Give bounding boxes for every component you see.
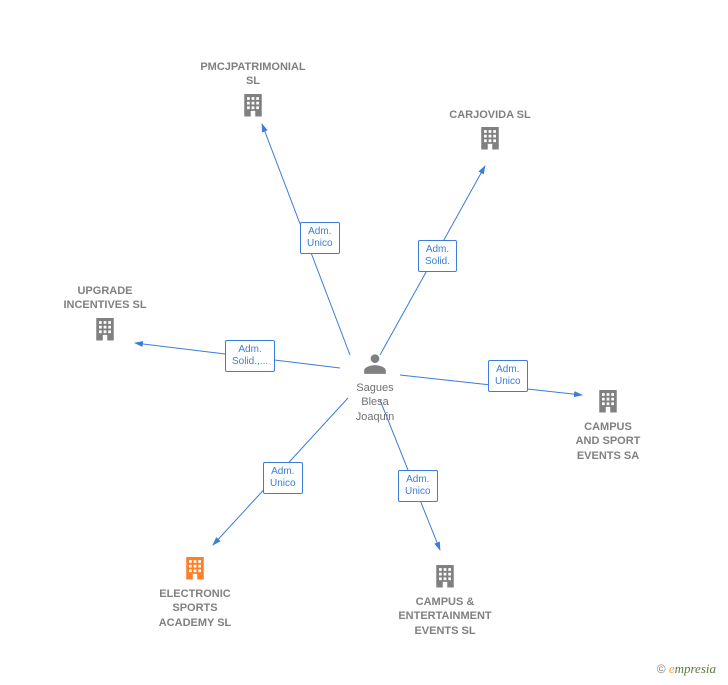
company-label: CARJOVIDA SL [430, 108, 550, 122]
building-icon [430, 560, 460, 595]
edge-label-upgrade: Adm.Solid.,... [225, 340, 275, 372]
center-label-2: Blesa [361, 396, 389, 408]
company-label: PMCJPATRIMONIALSL [193, 60, 313, 89]
company-node-pmcj: PMCJPATRIMONIALSL [193, 60, 313, 124]
center-label: Sagues Blesa Joaquin [345, 381, 405, 424]
edge-label-carjovida: Adm.Solid. [418, 240, 457, 272]
company-node-electronic: ELECTRONICSPORTSACADEMY SL [135, 552, 255, 630]
building-icon [180, 552, 210, 587]
center-label-1: Sagues [356, 382, 393, 394]
brand-rest: mpresia [675, 661, 716, 676]
edge-label-electronic: Adm.Unico [263, 462, 303, 494]
center-label-3: Joaquin [356, 411, 395, 423]
building-icon [593, 385, 623, 420]
edge-label-campussport: Adm.Unico [488, 360, 528, 392]
company-node-campusent: CAMPUS &ENTERTAINMENTEVENTS SL [385, 560, 505, 638]
footer-attribution: © empresia [657, 660, 716, 677]
company-node-carjovida: CARJOVIDA SL [430, 108, 550, 157]
center-node: Sagues Blesa Joaquin [345, 350, 405, 424]
edge-label-pmcj: Adm.Unico [300, 222, 340, 254]
edge-label-campusent: Adm.Unico [398, 470, 438, 502]
company-label: CAMPUS &ENTERTAINMENTEVENTS SL [385, 595, 505, 638]
company-label: UPGRADEINCENTIVES SL [45, 284, 165, 313]
company-node-upgrade: UPGRADEINCENTIVES SL [45, 284, 165, 348]
building-icon [238, 89, 268, 124]
copyright-symbol: © [657, 662, 666, 676]
building-icon [475, 122, 505, 157]
building-icon [90, 313, 120, 348]
company-node-campussport: CAMPUSAND SPORTEVENTS SA [548, 385, 668, 463]
person-icon [362, 350, 388, 381]
company-label: CAMPUSAND SPORTEVENTS SA [548, 420, 668, 463]
company-label: ELECTRONICSPORTSACADEMY SL [135, 587, 255, 630]
